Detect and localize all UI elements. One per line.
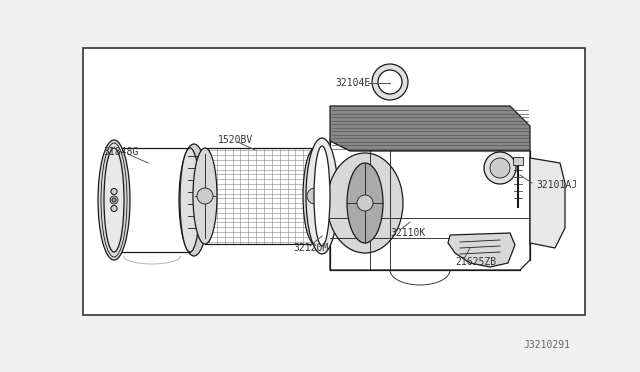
Polygon shape [330,106,530,151]
Ellipse shape [378,70,402,94]
Ellipse shape [357,195,373,211]
Text: 32120M: 32120M [293,243,328,253]
Text: 31848G: 31848G [103,147,138,157]
Polygon shape [330,106,530,270]
Polygon shape [448,233,515,267]
Polygon shape [330,141,530,270]
Ellipse shape [104,148,124,252]
Ellipse shape [111,189,117,195]
Text: 1520BV: 1520BV [218,135,253,145]
Ellipse shape [197,188,213,204]
Text: 32110K: 32110K [390,228,425,238]
Ellipse shape [306,138,338,254]
Ellipse shape [314,146,330,246]
Ellipse shape [193,148,217,244]
Ellipse shape [347,163,383,243]
Ellipse shape [112,198,116,202]
Text: J3210291: J3210291 [523,340,570,350]
Ellipse shape [303,148,327,244]
Text: 32101AJ: 32101AJ [536,180,577,190]
Ellipse shape [111,189,117,195]
Polygon shape [530,158,565,248]
Polygon shape [513,157,523,165]
Ellipse shape [110,196,118,204]
Text: 21625ZB: 21625ZB [455,257,496,267]
Ellipse shape [179,144,209,256]
Ellipse shape [307,188,323,204]
Ellipse shape [111,205,117,212]
Ellipse shape [372,64,408,100]
Polygon shape [114,148,190,252]
Ellipse shape [484,152,516,184]
Ellipse shape [180,148,200,252]
Ellipse shape [490,158,510,178]
Ellipse shape [111,205,117,212]
Bar [83,48,585,315]
Ellipse shape [327,153,403,253]
Text: 32104E: 32104E [335,78,371,88]
Ellipse shape [98,140,130,260]
Polygon shape [205,148,315,244]
